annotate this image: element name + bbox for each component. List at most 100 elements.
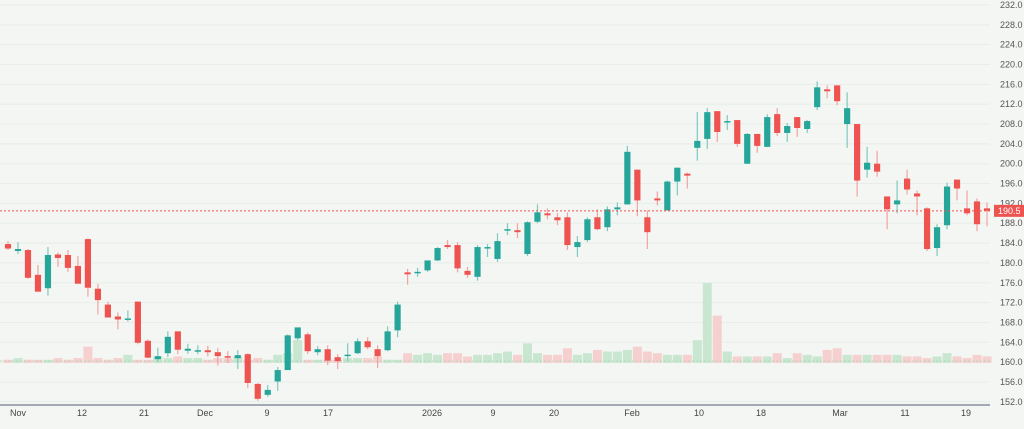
candle bbox=[684, 172, 691, 189]
candle-body bbox=[744, 133, 751, 164]
volume-bar bbox=[862, 354, 872, 363]
candle bbox=[194, 345, 201, 355]
candle bbox=[574, 236, 581, 257]
time-tick-label: 10 bbox=[694, 408, 704, 418]
time-tick-label: 21 bbox=[139, 408, 149, 418]
volume-bar bbox=[522, 343, 532, 363]
candle-body bbox=[484, 247, 491, 249]
candle bbox=[893, 180, 901, 214]
candle bbox=[874, 150, 881, 177]
candle-body bbox=[474, 247, 481, 277]
candle bbox=[44, 247, 52, 296]
candle bbox=[933, 224, 941, 256]
candle-body bbox=[194, 350, 201, 352]
candle bbox=[524, 221, 531, 256]
price-axis[interactable]: 232.0 228.0 224.0 220.0 216.0 212.0 208.0 204.0… bbox=[1000, 0, 1023, 407]
candle bbox=[24, 249, 32, 279]
candle-body bbox=[963, 208, 971, 214]
candle bbox=[374, 345, 381, 369]
price-tick-label: 228.0 bbox=[1000, 20, 1023, 30]
candle bbox=[384, 326, 391, 352]
candle-body bbox=[134, 301, 141, 343]
candle bbox=[444, 240, 451, 250]
candle bbox=[394, 301, 401, 338]
volume-bar bbox=[912, 356, 922, 363]
volume-bar bbox=[483, 354, 493, 363]
candle bbox=[114, 312, 121, 330]
volume-bar bbox=[433, 354, 443, 363]
candle-body bbox=[903, 178, 911, 190]
volume-bar bbox=[512, 354, 522, 363]
candle bbox=[734, 120, 741, 147]
candle bbox=[534, 204, 541, 224]
volume-bar bbox=[612, 351, 622, 363]
candle bbox=[554, 213, 561, 226]
candle-body bbox=[94, 288, 102, 301]
candle-body bbox=[124, 318, 131, 320]
volume-bar bbox=[63, 359, 73, 363]
candle-body bbox=[584, 219, 591, 241]
volume-bar bbox=[602, 351, 612, 363]
volume-bar bbox=[722, 351, 732, 363]
candle bbox=[953, 179, 961, 201]
candle-body bbox=[764, 117, 771, 147]
candle-body bbox=[464, 270, 471, 275]
candle-body bbox=[534, 212, 541, 222]
candle-body bbox=[274, 370, 281, 382]
candles bbox=[4, 81, 991, 401]
volume-bar bbox=[542, 354, 552, 363]
volume-bar bbox=[882, 354, 892, 363]
volume-bar bbox=[832, 348, 842, 363]
volume-bar bbox=[712, 315, 722, 363]
time-tick-label: Mar bbox=[832, 408, 848, 418]
candle bbox=[804, 120, 811, 133]
candle bbox=[983, 202, 991, 227]
candle bbox=[794, 117, 801, 137]
candle-body bbox=[893, 200, 901, 205]
volume-bar bbox=[932, 356, 942, 363]
candle-body bbox=[724, 121, 731, 123]
candle-body bbox=[414, 271, 421, 274]
volume-bar bbox=[293, 340, 303, 363]
price-tick-label: 200.0 bbox=[1000, 159, 1023, 169]
candle-body bbox=[804, 121, 811, 129]
candle-body bbox=[444, 245, 451, 248]
time-axis[interactable]: Nov 12 21 Dec 9 17 2026 9 20 Feb 10 18 Mar 11 19 bbox=[10, 408, 971, 418]
candle-body bbox=[184, 348, 191, 351]
volume-bar bbox=[562, 348, 572, 363]
volume-bar bbox=[732, 356, 742, 363]
candle-body bbox=[514, 230, 521, 233]
candle-body bbox=[14, 249, 22, 252]
volume-bar bbox=[443, 353, 453, 363]
candle-body bbox=[983, 208, 991, 211]
candle-body bbox=[304, 334, 311, 352]
candle-body bbox=[164, 336, 171, 354]
candle-body bbox=[544, 213, 551, 216]
time-tick-label: 9 bbox=[490, 408, 495, 418]
price-tick-label: 172.0 bbox=[1000, 298, 1023, 308]
candle-body bbox=[204, 350, 211, 353]
volume-bar bbox=[463, 356, 473, 363]
candle bbox=[494, 233, 501, 262]
candle bbox=[674, 167, 681, 196]
candle-body bbox=[504, 229, 511, 231]
candle-body bbox=[684, 173, 691, 176]
price-tick-label: 216.0 bbox=[1000, 79, 1023, 89]
candle-body bbox=[844, 108, 851, 125]
candle-body bbox=[564, 217, 571, 246]
volume-bar bbox=[103, 359, 113, 363]
candle-body bbox=[254, 383, 261, 399]
last-price-tag-background bbox=[994, 204, 1024, 217]
time-tick-label: 17 bbox=[323, 408, 333, 418]
price-tick-label: 188.0 bbox=[1000, 218, 1023, 228]
candle-body bbox=[854, 124, 861, 181]
candle-body bbox=[374, 349, 381, 357]
candle bbox=[864, 146, 871, 178]
price-tick-label: 176.0 bbox=[1000, 278, 1023, 288]
volume-bar bbox=[183, 358, 193, 363]
candle bbox=[824, 85, 831, 99]
candle bbox=[264, 384, 271, 397]
volume-bar bbox=[922, 358, 932, 363]
volume-bar bbox=[682, 354, 692, 363]
